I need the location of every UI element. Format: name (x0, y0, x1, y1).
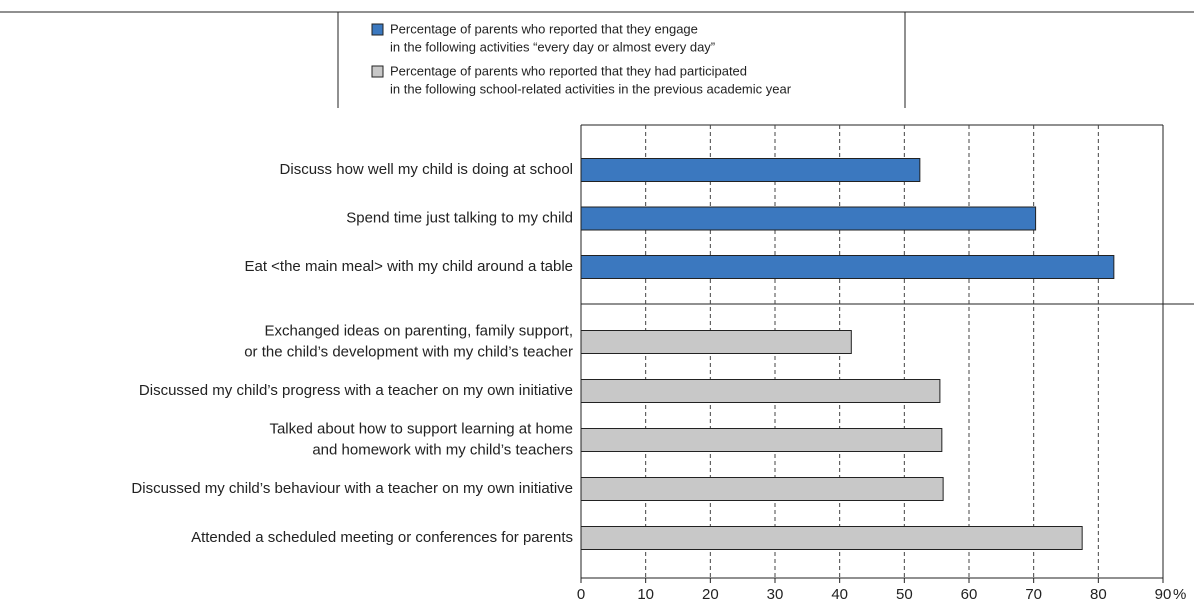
bar (580, 477, 944, 501)
category-label: Spend time just talking to my child (346, 209, 573, 226)
bar (580, 158, 921, 182)
x-tick-label: 10 (637, 586, 654, 603)
category-label: Discuss how well my child is doing at sc… (280, 161, 573, 178)
legend-swatch (371, 23, 384, 36)
category-label: Talked about how to support learning at … (269, 420, 573, 437)
category-label: Attended a scheduled meeting or conferen… (191, 529, 573, 546)
category-label: Eat <the main meal> with my child around… (244, 258, 573, 275)
category-label: Discussed my child’s progress with a tea… (139, 382, 573, 399)
bar (580, 428, 943, 452)
x-tick-label: 80 (1090, 586, 1107, 603)
bar (580, 526, 1083, 550)
bar (580, 330, 852, 354)
x-tick-label: 50 (896, 586, 913, 603)
x-tick-label: 30 (767, 586, 784, 603)
legend-label: in the following school-related activiti… (390, 81, 792, 96)
legend-label: in the following activities “every day o… (390, 39, 715, 54)
x-tick-label: 70 (1025, 586, 1042, 603)
bar (580, 255, 1115, 279)
category-label: and homework with my child’s teachers (312, 441, 573, 458)
x-tick-label: 20 (702, 586, 719, 603)
x-tick-label: 90 (1155, 586, 1172, 603)
bar (580, 206, 1037, 231)
x-unit: % (1173, 586, 1186, 603)
legend-label: Percentage of parents who reported that … (390, 63, 747, 78)
category-label: or the child’s development with my child… (244, 343, 573, 360)
legend-swatch (371, 65, 384, 78)
bar (580, 379, 941, 403)
category-label: Exchanged ideas on parenting, family sup… (264, 322, 573, 339)
x-tick-label: 60 (961, 586, 978, 603)
x-tick-label: 0 (577, 586, 585, 603)
category-label: Discussed my child’s behaviour with a te… (131, 480, 573, 497)
x-tick-label: 40 (831, 586, 848, 603)
legend-label: Percentage of parents who reported that … (390, 21, 698, 36)
